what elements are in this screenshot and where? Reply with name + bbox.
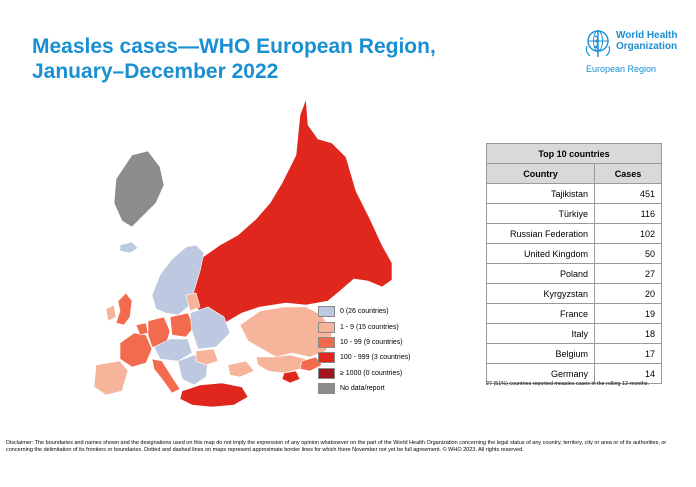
legend-label: No data/report	[340, 385, 385, 393]
who-name-line1: World Health	[616, 30, 678, 41]
cases-cell: 19	[594, 303, 662, 324]
map-greenland	[113, 150, 165, 228]
column-header-country: Country	[486, 163, 595, 184]
country-cell: Poland	[486, 263, 595, 284]
map-united-kingdom	[115, 292, 133, 326]
map-romania	[195, 348, 219, 366]
cases-cell: 14	[594, 363, 662, 384]
who-logo: World Health Organization European Regio…	[584, 26, 694, 76]
legend-item: 10 - 99 (9 countries)	[318, 335, 438, 350]
table-row: Poland 27	[486, 263, 662, 284]
legend-item: No data/report	[318, 381, 438, 396]
legend-item: 100 - 999 (3 countries)	[318, 350, 438, 365]
legend-label: 10 - 99 (9 countries)	[340, 338, 403, 346]
country-cell: Italy	[486, 323, 595, 344]
legend-label: ≥ 1000 (0 countries)	[340, 369, 403, 377]
map-ukraine-belarus	[189, 306, 231, 350]
map-caucasus	[227, 360, 255, 378]
map-kazakhstan	[239, 306, 333, 358]
map-france	[119, 332, 153, 368]
legend-swatch	[318, 367, 335, 379]
legend-label: 0 (26 countries)	[340, 308, 389, 316]
map-turkiye	[179, 382, 249, 408]
cases-cell: 50	[594, 243, 662, 264]
legend-swatch	[318, 306, 335, 318]
legend-label: 1 - 9 (15 countries)	[340, 323, 399, 331]
map-title-line2: January–December 2022	[32, 60, 279, 83]
country-cell: Russian Federation	[486, 223, 595, 244]
who-name-line2: Organization	[616, 41, 678, 52]
country-cell: Türkiye	[486, 203, 595, 224]
table-row: Italy 18	[486, 323, 662, 344]
legend-item: 1 - 9 (15 countries)	[318, 319, 438, 334]
cases-cell: 17	[594, 343, 662, 364]
legend-swatch	[318, 336, 335, 348]
table-row: Belgium 17	[486, 343, 662, 364]
country-cell: Kyrgyzstan	[486, 283, 595, 304]
map-poland	[169, 312, 195, 338]
who-region-label: European Region	[586, 64, 657, 74]
table-row: Germany 14	[486, 363, 662, 384]
cases-cell: 116	[594, 203, 662, 224]
map-iberia	[93, 360, 129, 396]
map-central-asia	[255, 354, 307, 374]
top-10-table: Top 10 countries Country Cases Tajikista…	[486, 143, 662, 384]
cases-cell: 451	[594, 183, 662, 204]
legend-item: 0 (26 countries)	[318, 304, 438, 319]
who-emblem-icon	[585, 30, 611, 57]
cases-cell: 18	[594, 323, 662, 344]
map-ireland	[105, 304, 117, 322]
map-central-europe	[153, 338, 193, 362]
country-cell: France	[486, 303, 595, 324]
map-legend: 0 (26 countries) 1 - 9 (15 countries) 10…	[318, 304, 438, 396]
table-row: Tajikistan 451	[486, 183, 662, 204]
table-row: Kyrgyzstan 20	[486, 283, 662, 304]
table-row: France 19	[486, 303, 662, 324]
table-title: Top 10 countries	[486, 143, 662, 164]
legend-item: ≥ 1000 (0 countries)	[318, 366, 438, 381]
map-italy	[151, 358, 181, 394]
map-baltics	[185, 292, 201, 312]
column-header-cases: Cases	[594, 163, 662, 184]
legend-swatch	[318, 383, 335, 395]
country-cell: Tajikistan	[486, 183, 595, 204]
legend-swatch	[318, 321, 335, 333]
map-kyrgyzstan	[299, 356, 323, 372]
map-benelux	[135, 322, 149, 336]
table-row: Türkiye 116	[486, 203, 662, 224]
cases-cell: 27	[594, 263, 662, 284]
legend-swatch	[318, 352, 335, 364]
cases-cell: 102	[594, 223, 662, 244]
europe-region-map	[93, 98, 393, 408]
table-footnote: 27 (51%) countries reported measles case…	[486, 381, 649, 387]
table-row: Russian Federation 102	[486, 223, 662, 244]
country-cell: United Kingdom	[486, 243, 595, 264]
country-cell: Belgium	[486, 343, 595, 364]
map-iceland	[119, 241, 139, 254]
table-row: United Kingdom 50	[486, 243, 662, 264]
map-title: Measles cases—WHO European Region, Janua…	[32, 34, 452, 84]
legend-label: 100 - 999 (3 countries)	[340, 354, 411, 362]
map-russia	[187, 98, 393, 328]
disclaimer-text: Disclaimer: The boundaries and names sho…	[6, 440, 667, 454]
map-tajikistan	[281, 370, 301, 384]
who-name: World Health Organization	[616, 30, 677, 52]
map-title-line1: Measles cases—WHO European Region,	[32, 35, 436, 58]
cases-cell: 20	[594, 283, 662, 304]
